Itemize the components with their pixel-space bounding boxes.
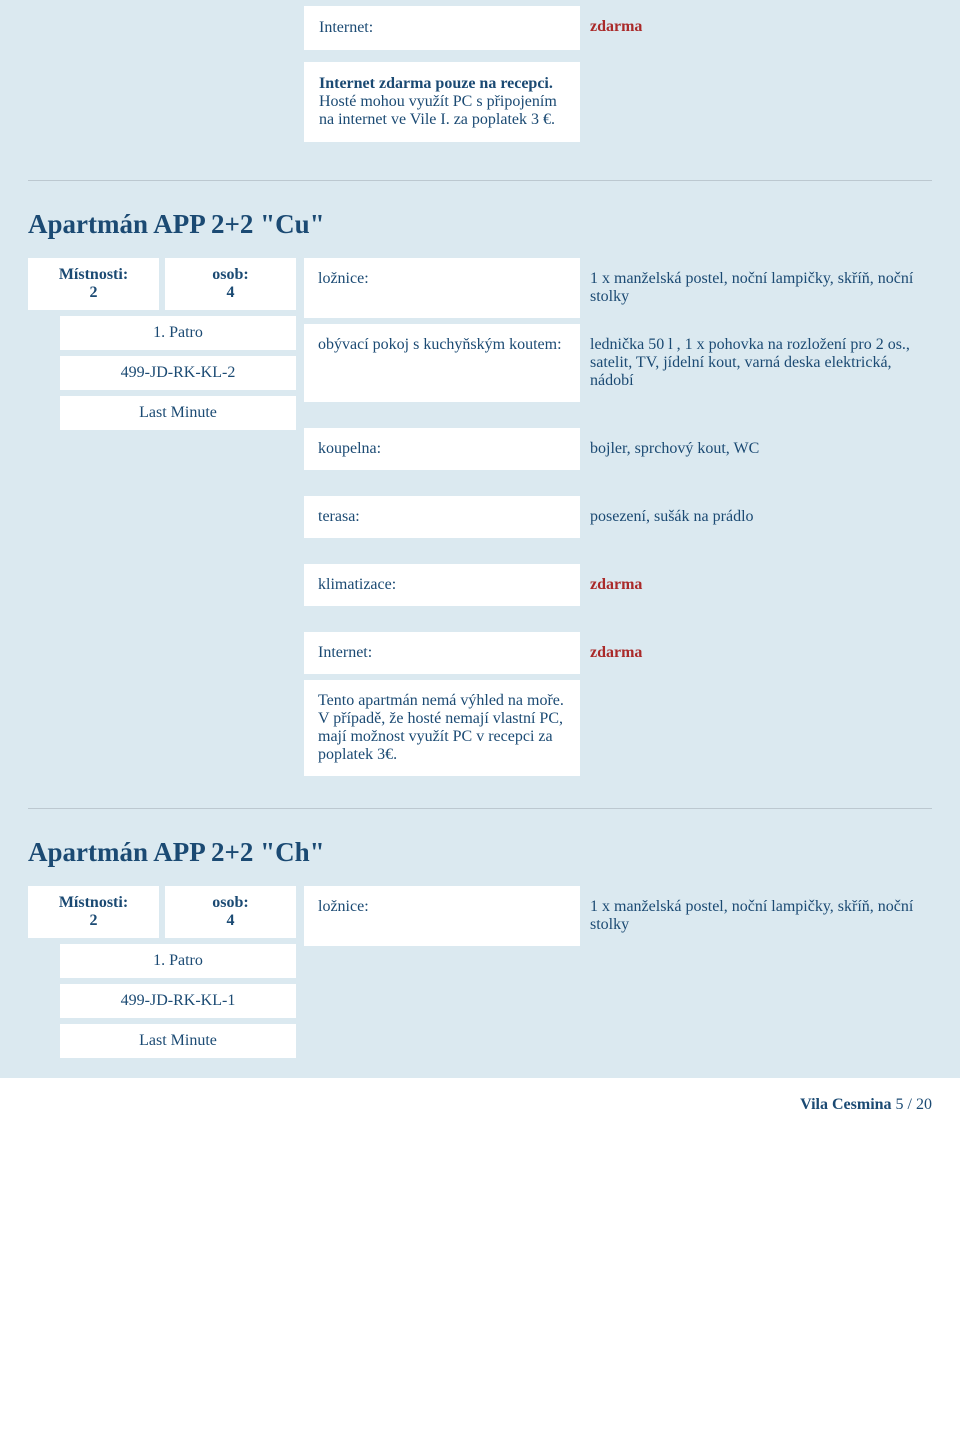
apt2-meta: Místnosti: 2 osob: 4 1. Patro 499-JD-RK-… (28, 886, 296, 1058)
divider (28, 180, 932, 181)
row-value: zdarma (588, 564, 932, 606)
table-row: obývací pokoj s kuchyňským koutem: ledni… (304, 324, 932, 402)
apt1-persons: osob: 4 (165, 258, 296, 310)
note-bold: Internet zdarma pouze na recepci. (319, 75, 565, 93)
apt2-lm: Last Minute (60, 1024, 296, 1058)
footer-page: 5 / 20 (896, 1096, 932, 1113)
spacer (28, 62, 296, 142)
row-value: 1 x manželská postel, noční lampičky, sk… (588, 258, 932, 318)
footer-site: Vila Cesmina (800, 1096, 891, 1113)
apt1-meta: Místnosti: 2 osob: 4 1. Patro 499-JD-RK-… (28, 258, 296, 776)
persons-label: osob: (171, 894, 290, 912)
apt2-meta-top: Místnosti: 2 osob: 4 (28, 886, 296, 938)
row-label: ložnice: (304, 258, 580, 318)
apt2-code: 499-JD-RK-KL-1 (60, 984, 296, 1018)
row-value: posezení, sušák na prádlo (588, 496, 932, 538)
table-row: ložnice: 1 x manželská postel, noční lam… (304, 258, 932, 318)
internet-value: zdarma (590, 18, 642, 35)
apt2-title: Apartmán APP 2+2 "Ch" (0, 827, 960, 886)
rooms-label: Místnosti: (34, 266, 153, 284)
note-cell: Internet zdarma pouze na recepci. Hosté … (304, 62, 580, 142)
apt1-meta-top: Místnosti: 2 osob: 4 (28, 258, 296, 310)
apt1-rooms: Místnosti: 2 (28, 258, 159, 310)
note-rest: Hosté mohou využít PC s připojením na in… (319, 93, 565, 129)
rooms-value: 2 (34, 912, 153, 930)
row-value: lednička 50 l , 1 x pohovka na rozložení… (588, 324, 932, 402)
row-label: klimatizace: (304, 564, 580, 606)
table-row: koupelna: bojler, sprchový kout, WC (304, 428, 932, 470)
page-content: Internet: zdarma Internet zdarma pouze n… (0, 0, 960, 1078)
apt2-floor: 1. Patro (60, 944, 296, 978)
apt2-rooms: Místnosti: 2 (28, 886, 159, 938)
top-note-row: Internet zdarma pouze na recepci. Hosté … (0, 56, 960, 148)
top-internet-row: Internet: zdarma (0, 0, 960, 56)
internet-label-cell: Internet: (304, 6, 580, 50)
row-label: koupelna: (304, 428, 580, 470)
apt1-block: Místnosti: 2 osob: 4 1. Patro 499-JD-RK-… (0, 258, 960, 776)
apt1-note: Tento apartmán nemá výhled na moře. V př… (304, 680, 580, 776)
rooms-label: Místnosti: (34, 894, 153, 912)
apt2-persons: osob: 4 (165, 886, 296, 938)
persons-value: 4 (171, 912, 290, 930)
spacer (28, 6, 296, 50)
apt2-block: Místnosti: 2 osob: 4 1. Patro 499-JD-RK-… (0, 886, 960, 1078)
table-row: klimatizace: zdarma (304, 564, 932, 606)
table-row: terasa: posezení, sušák na prádlo (304, 496, 932, 538)
row-value: zdarma (588, 632, 932, 674)
divider (28, 808, 932, 809)
rooms-value: 2 (34, 284, 153, 302)
apt2-body: ložnice: 1 x manželská postel, noční lam… (304, 886, 932, 1058)
row-label: obývací pokoj s kuchyňským koutem: (304, 324, 580, 402)
apt1-code: 499-JD-RK-KL-2 (60, 356, 296, 390)
row-label: ložnice: (304, 886, 580, 946)
table-row: ložnice: 1 x manželská postel, noční lam… (304, 886, 932, 946)
persons-value: 4 (171, 284, 290, 302)
table-row: Internet: zdarma (304, 632, 932, 674)
apt1-floor: 1. Patro (60, 316, 296, 350)
internet-value-cell: zdarma (588, 6, 932, 50)
row-label: Internet: (304, 632, 580, 674)
row-label: terasa: (304, 496, 580, 538)
page-footer: Vila Cesmina 5 / 20 (0, 1078, 960, 1132)
row-value: bojler, sprchový kout, WC (588, 428, 932, 470)
row-value: 1 x manželská postel, noční lampičky, sk… (588, 886, 932, 946)
persons-label: osob: (171, 266, 290, 284)
note-right-empty (588, 680, 932, 776)
apt1-title: Apartmán APP 2+2 "Cu" (0, 199, 960, 258)
apt1-lm: Last Minute (60, 396, 296, 430)
internet-label: Internet: (319, 19, 373, 36)
apt1-body: ložnice: 1 x manželská postel, noční lam… (304, 258, 932, 776)
note-right-empty (588, 62, 932, 142)
apt1-note-row: Tento apartmán nemá výhled na moře. V př… (304, 680, 932, 776)
